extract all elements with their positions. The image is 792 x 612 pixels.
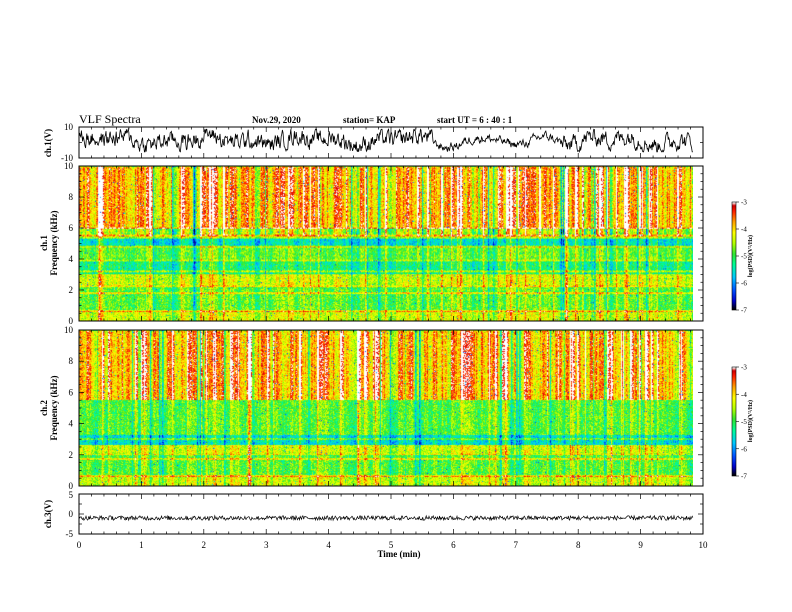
ch1-cbar-tick-label: -4 — [741, 226, 747, 234]
ch3-waveform-ylabel: ch.3(V) — [43, 500, 53, 528]
ch2-spec-ytick-label: 8 — [69, 356, 74, 366]
ch2-colorbar-gradient — [732, 367, 736, 476]
ch3-waveform-frame — [78, 493, 704, 535]
time-axis-tick-labels: 0 1 2 3 4 5 6 7 8 9 10 — [77, 540, 708, 550]
time-tick-label: 5 — [389, 540, 394, 550]
time-tick-label: 2 — [202, 540, 207, 550]
ch1-spectrogram-ytick-labels: 0 2 4 6 8 10 — [64, 161, 74, 326]
ch1-waveform-trace — [78, 127, 693, 154]
date-label: Nov.29, 2020 — [252, 115, 301, 125]
ch3-ytick-minus5: -5 — [66, 529, 74, 539]
time-tick-label: 7 — [514, 540, 519, 550]
ch2-cbar-tick-label: -3 — [741, 364, 747, 372]
ch1-waveform-ticks — [78, 126, 704, 159]
ch1-ytick-bottom: -10 — [61, 153, 73, 163]
ch1-spec-ytick-label: 10 — [64, 161, 74, 171]
start-ut-label: start UT = 6 : 40 : 1 — [437, 115, 513, 125]
ch2-cbar-tick-label: -6 — [741, 445, 747, 453]
ch1-spectrogram-ylabel: Frequency (kHz) — [49, 210, 59, 275]
ch1-spectrogram-ticks — [78, 165, 704, 322]
time-axis-label: Time (min) — [377, 549, 420, 559]
ch1-ytick-top: 10 — [64, 122, 74, 132]
ch3-ytick-5: 5 — [69, 490, 74, 500]
ch2-spec-ytick-label: 0 — [69, 481, 74, 491]
figure-title: VLF Spectra — [79, 112, 141, 126]
ch1-colorbar-gradient — [732, 202, 736, 310]
ch1-cbar-tick-label: -3 — [741, 199, 747, 207]
ch1-cbar-tick-label: -5 — [741, 253, 747, 261]
ch1-colorbar: -3 -4 -5 -6 -7 log(PSD)(V²/Hz) — [731, 199, 754, 315]
ch2-colorbar-label: log(PSD)(V²/Hz) — [747, 400, 754, 442]
ch2-spectrogram-panel: 0 2 4 6 8 10 ch.2 Frequency (kHz) -3 -4 -5 -6 -7 … — [39, 325, 754, 491]
ch3-ytick-0: 0 — [69, 509, 74, 519]
ch2-cbar-tick-label: -5 — [741, 418, 747, 426]
time-tick-label: 10 — [699, 540, 709, 550]
ch3-waveform-ticks — [78, 493, 704, 535]
time-tick-label: 8 — [576, 540, 581, 550]
ch1-spec-ytick-label: 8 — [69, 192, 74, 202]
time-tick-label: 1 — [139, 540, 144, 550]
ch1-panel-label: ch.1 — [39, 235, 49, 251]
time-tick-label: 4 — [326, 540, 331, 550]
ch2-spec-ytick-label: 6 — [69, 387, 74, 397]
time-tick-label: 0 — [77, 540, 82, 550]
time-tick-label: 3 — [264, 540, 269, 550]
ch2-cbar-tick-label: -4 — [741, 391, 747, 399]
ch1-cbar-tick-label: -7 — [741, 307, 747, 315]
ch1-waveform-panel: 10 -10 ch.1(V) — [43, 122, 704, 163]
ch3-waveform-trace — [78, 514, 694, 522]
time-tick-label: 6 — [451, 540, 456, 550]
ch2-cbar-tick-label: -7 — [741, 473, 747, 481]
ch1-spec-ytick-label: 6 — [69, 223, 74, 233]
ch2-colorbar-ticks: -3 -4 -5 -6 -7 — [736, 364, 747, 481]
ch1-spec-ytick-label: 2 — [69, 285, 74, 295]
ch1-spectrogram-image — [79, 166, 693, 321]
ch1-colorbar-label: log(PSD)(V²/Hz) — [747, 235, 754, 277]
ch1-cbar-tick-label: -6 — [741, 280, 747, 288]
ch2-spec-ytick-label: 4 — [69, 419, 74, 429]
time-tick-label: 9 — [638, 540, 643, 550]
ch2-spectrogram-ticks — [78, 329, 704, 487]
ch2-spec-ytick-label: 2 — [69, 450, 74, 460]
station-label: station= KAP — [343, 115, 396, 125]
ch1-waveform-ylabel: ch.1(V) — [43, 129, 53, 157]
ch2-colorbar: -3 -4 -5 -6 -7 log(PSD)(V²/Hz) — [731, 364, 754, 481]
ch2-spectrogram-ytick-labels: 0 2 4 6 8 10 — [64, 325, 74, 491]
ch3-waveform-panel: 5 0 -5 ch.3(V) 0 1 2 3 4 5 6 7 8 9 10 Time (min) — [43, 490, 708, 559]
ch1-spectrogram-panel: 0 2 4 6 8 10 ch.1 Frequency (kHz) -3 -4 -5 -6 -7 … — [39, 161, 754, 326]
ch1-spec-ytick-label: 4 — [69, 254, 74, 264]
ch2-spectrogram-ylabel: Frequency (kHz) — [49, 375, 59, 440]
ch2-spectrogram-image — [79, 330, 693, 486]
ch2-panel-label: ch.2 — [39, 400, 49, 416]
ch2-spec-ytick-label: 10 — [64, 325, 74, 335]
ch1-colorbar-ticks: -3 -4 -5 -6 -7 — [736, 199, 747, 315]
ch1-spec-ytick-label: 0 — [69, 316, 74, 326]
